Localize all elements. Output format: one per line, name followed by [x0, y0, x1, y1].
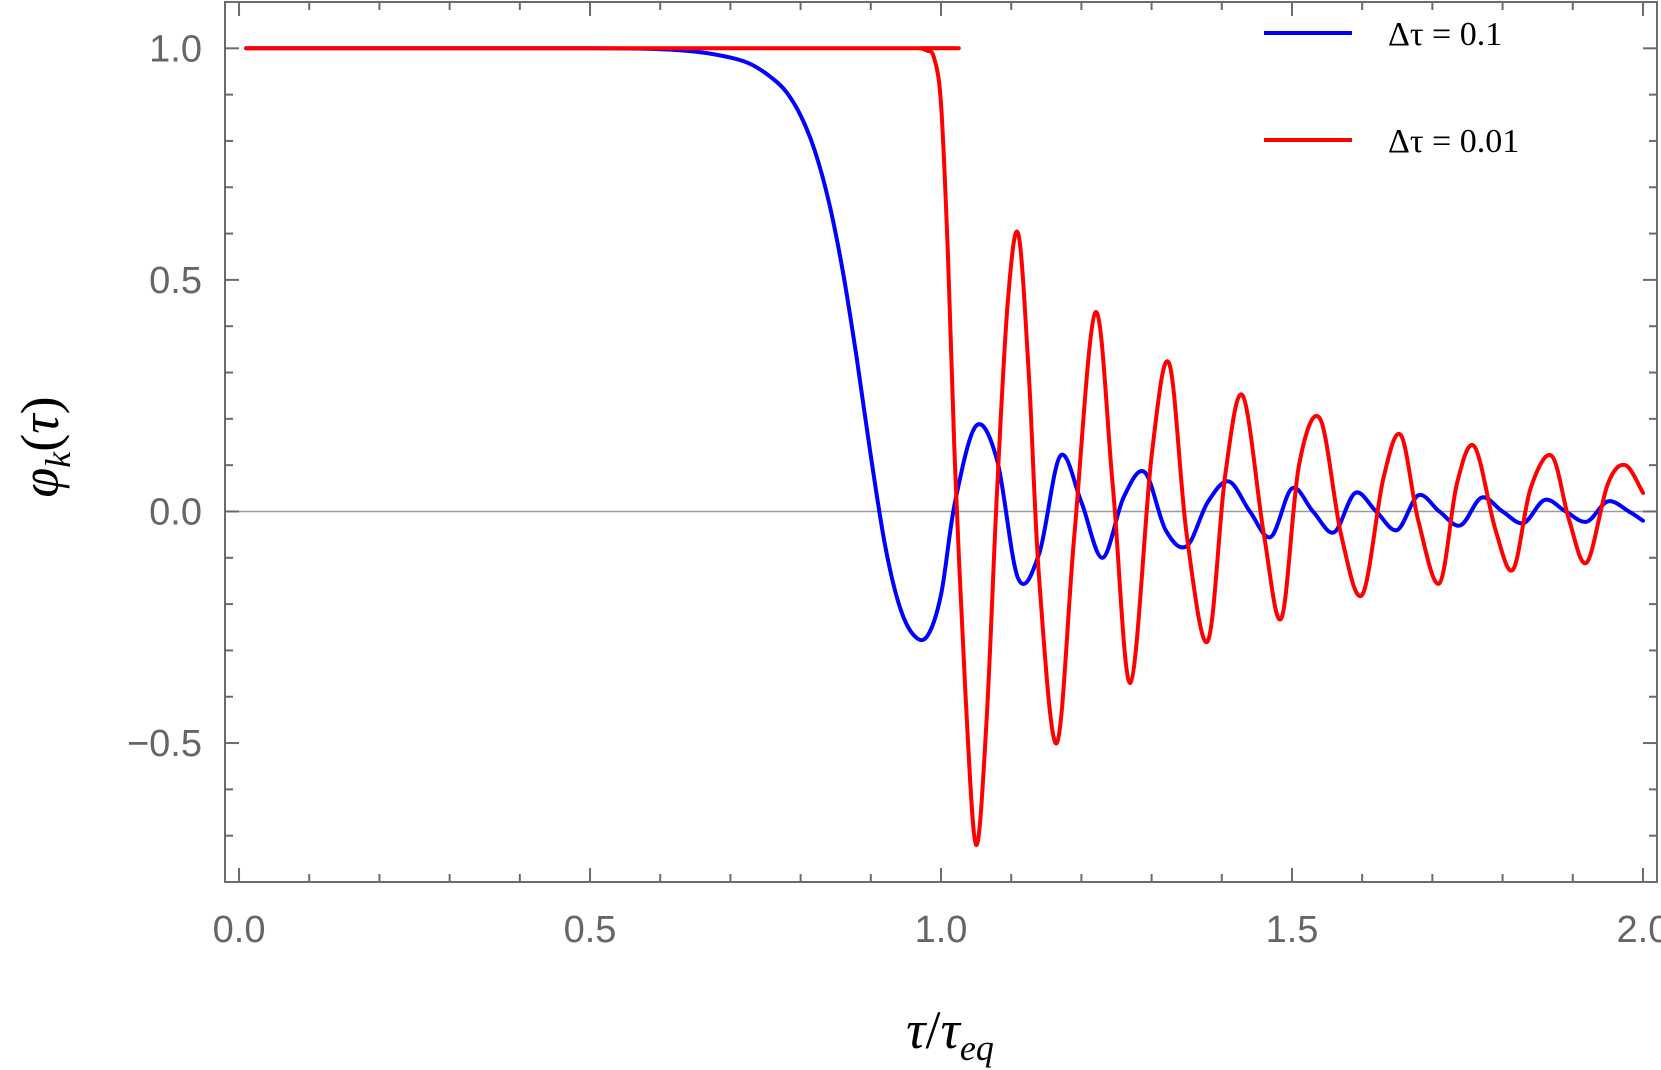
x-tick-label: 1.0 [915, 909, 968, 951]
legend-label-1: Δτ = 0.01 [1388, 123, 1519, 160]
legend-label-0: Δτ = 0.1 [1388, 16, 1502, 53]
x-axis-label-subscript: eq [960, 1028, 994, 1068]
y-axis-label: φk(τ) [10, 396, 78, 497]
y-tick-label: −0.5 [127, 723, 202, 765]
x-axis-label-tau: τ [906, 1000, 927, 1060]
y-axis-label-paren-close: ) [10, 396, 70, 414]
x-tick-label: 0.5 [564, 909, 617, 951]
y-axis-label-phi: φ [10, 468, 70, 498]
x-axis-label-tau2: τ [941, 1000, 962, 1060]
x-axis-label: τ/τeq [906, 1000, 994, 1068]
series-line-1 [244, 46, 1645, 847]
y-tick-label: 0.5 [149, 260, 202, 302]
y-axis-label-subscript: k [38, 451, 78, 468]
x-tick-label: 0.0 [213, 909, 266, 951]
x-tick-label: 1.5 [1266, 909, 1319, 951]
y-axis-label-tau: τ [10, 413, 70, 434]
x-tick-label: 2.0 [1617, 909, 1661, 951]
x-axis-label-slash: / [926, 1000, 941, 1060]
y-tick-label: 0.0 [149, 491, 202, 533]
series-line-0 [244, 46, 1645, 643]
y-axis-label-paren-open: ( [10, 434, 70, 452]
y-tick-label: 1.0 [149, 28, 202, 70]
